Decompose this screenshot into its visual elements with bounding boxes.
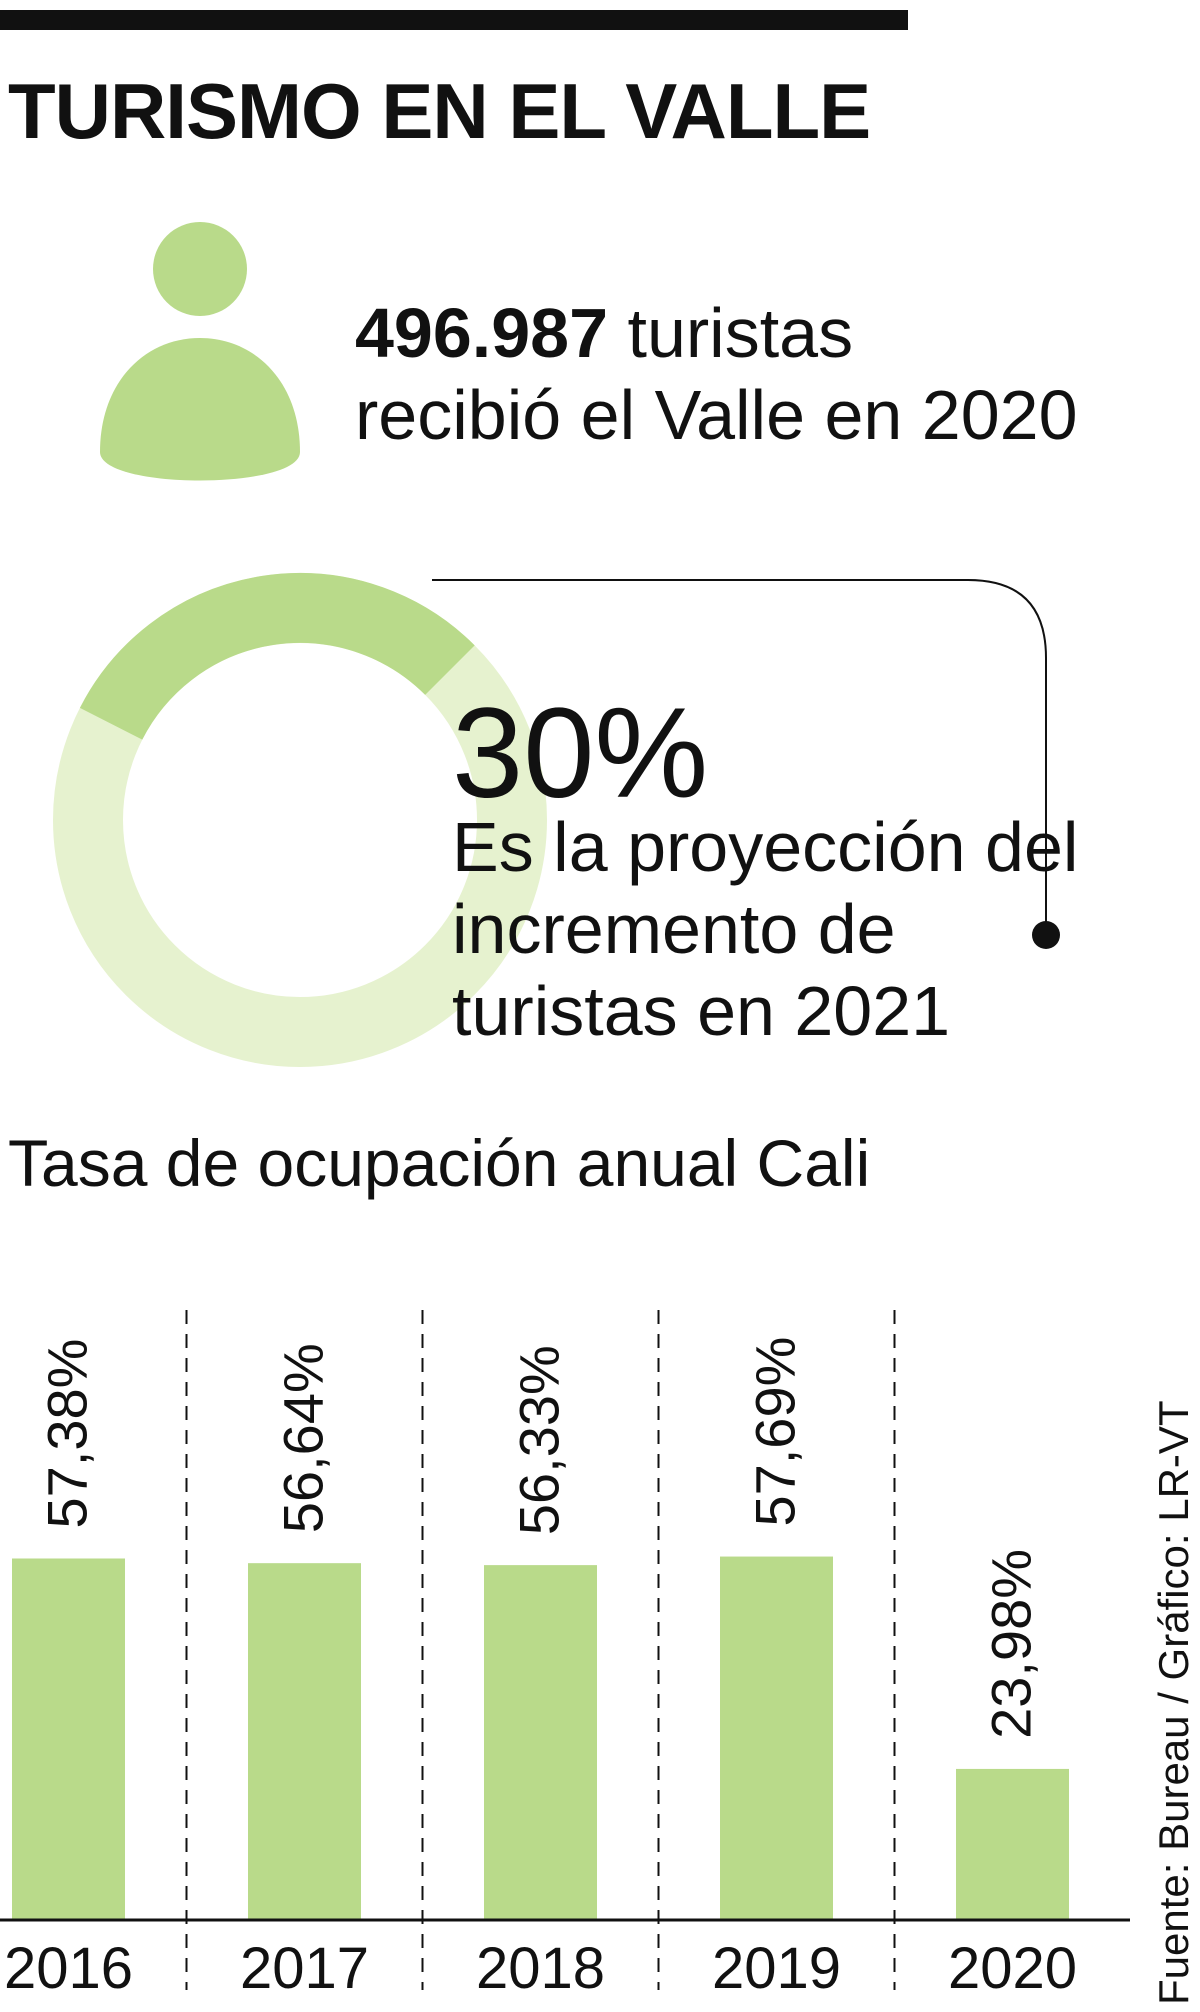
source-note: Fuente: Bureau / Gráfico: LR-VT	[1150, 1400, 1197, 2005]
value-label-2020: 23,98%	[980, 1549, 1043, 1739]
value-label-2016: 57,38%	[36, 1339, 99, 1529]
bar-2019	[720, 1556, 833, 1920]
bar-chart: 57,38% 2016 56,64% 2017 56,33% 2018 57,69% 2019…	[0, 1310, 1130, 2001]
projection-description: Es la proyección del incremento de turis…	[452, 808, 1079, 1050]
dot-icon	[1032, 921, 1060, 949]
person-icon	[100, 222, 300, 481]
x-tick-2016: 2016	[4, 1936, 133, 2001]
value-label-2019: 57,69%	[744, 1337, 807, 1527]
tourists-unit: turistas	[608, 294, 854, 372]
tourists-line2: recibió el Valle en 2020	[355, 376, 1078, 454]
top-rule	[0, 10, 908, 30]
tourists-number: 496.987	[355, 294, 609, 372]
x-tick-2019: 2019	[712, 1936, 841, 2001]
bar-2016	[12, 1558, 125, 1920]
chart-title: Tasa de ocupación anual Cali	[8, 1126, 871, 1200]
page-title: TURISMO EN EL VALLE	[8, 67, 871, 155]
bar-2017	[248, 1563, 361, 1920]
tourists-stat: 496.987 turistas recibió el Valle en 202…	[355, 292, 1078, 456]
x-tick-2018: 2018	[476, 1936, 605, 2001]
projection-value: 30%	[452, 682, 709, 825]
leader-line	[432, 579, 1047, 935]
x-tick-2020: 2020	[948, 1936, 1077, 2001]
value-label-2017: 56,64%	[272, 1343, 335, 1533]
bar-2020	[956, 1768, 1069, 1920]
donut-chart	[53, 573, 1060, 1067]
x-tick-2017: 2017	[240, 1936, 369, 2001]
bar-2018	[484, 1565, 597, 1920]
donut-highlight-arc	[79, 573, 475, 741]
value-label-2018: 56,33%	[508, 1345, 571, 1535]
